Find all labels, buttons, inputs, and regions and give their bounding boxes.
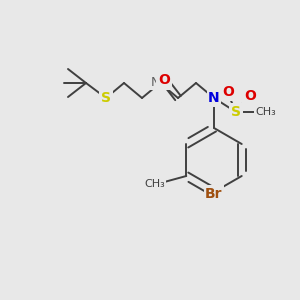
Text: S: S bbox=[101, 91, 111, 105]
Text: CH₃: CH₃ bbox=[144, 179, 165, 189]
Text: NH: NH bbox=[151, 76, 169, 88]
Text: CH₃: CH₃ bbox=[256, 107, 276, 117]
Text: S: S bbox=[231, 105, 241, 119]
Text: Br: Br bbox=[205, 187, 223, 201]
Text: O: O bbox=[222, 85, 234, 99]
Text: N: N bbox=[208, 91, 220, 105]
Text: O: O bbox=[158, 73, 170, 87]
Text: O: O bbox=[244, 89, 256, 103]
